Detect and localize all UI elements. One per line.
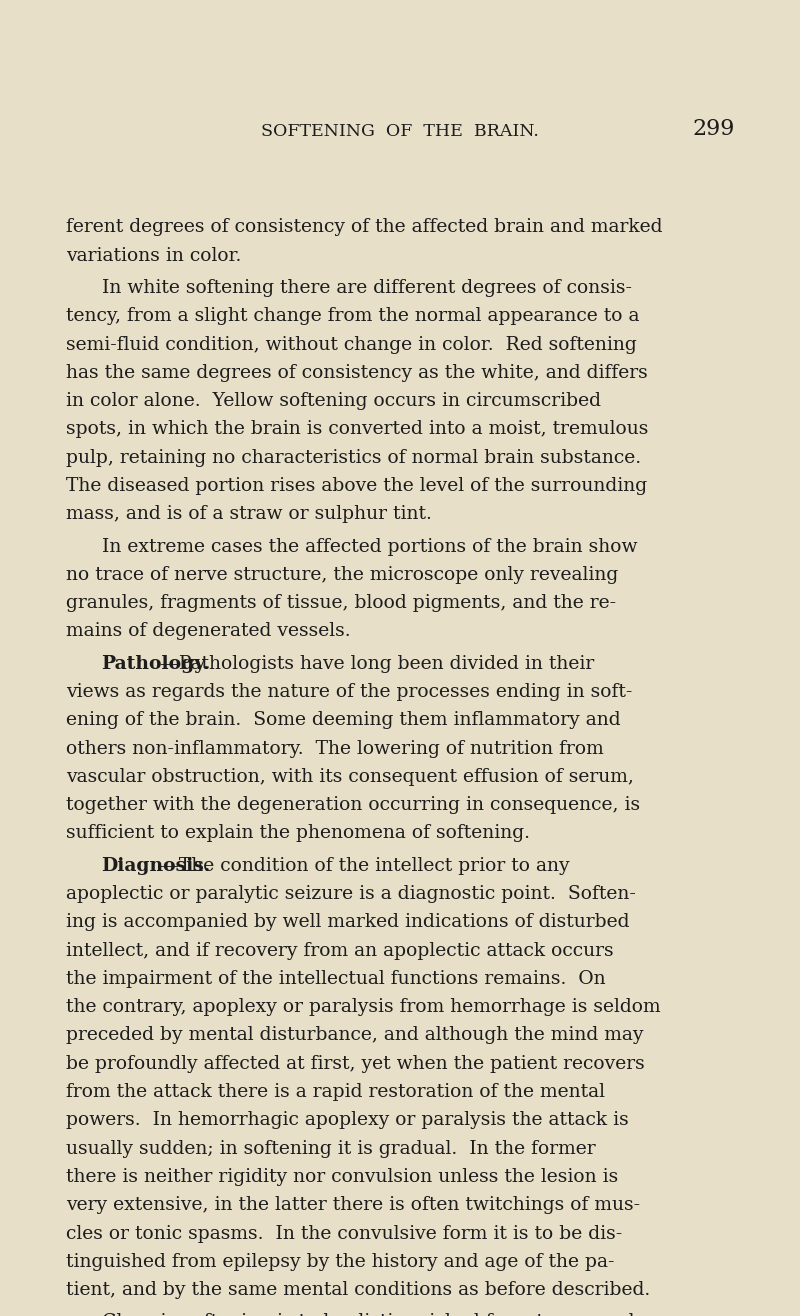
Text: be profoundly affected at first, yet when the patient recovers: be profoundly affected at first, yet whe… bbox=[66, 1054, 644, 1073]
Text: intellect, and if recovery from an apoplectic attack occurs: intellect, and if recovery from an apopl… bbox=[66, 942, 614, 959]
Text: tinguished from epilepsy by the history and age of the pa-: tinguished from epilepsy by the history … bbox=[66, 1253, 614, 1271]
Text: Chronic softening is to be distinguished from tumor and: Chronic softening is to be distinguished… bbox=[102, 1313, 634, 1316]
Text: ing is accompanied by well marked indications of disturbed: ing is accompanied by well marked indica… bbox=[66, 913, 629, 932]
Text: The diseased portion rises above the level of the surrounding: The diseased portion rises above the lev… bbox=[66, 478, 646, 495]
Text: —The condition of the intellect prior to any: —The condition of the intellect prior to… bbox=[160, 857, 570, 875]
Text: —Pathologists have long been divided in their: —Pathologists have long been divided in … bbox=[160, 655, 594, 672]
Text: pulp, retaining no characteristics of normal brain substance.: pulp, retaining no characteristics of no… bbox=[66, 449, 641, 467]
Text: SOFTENING  OF  THE  BRAIN.: SOFTENING OF THE BRAIN. bbox=[261, 124, 539, 141]
Text: cles or tonic spasms.  In the convulsive form it is to be dis-: cles or tonic spasms. In the convulsive … bbox=[66, 1224, 622, 1242]
Text: in color alone.  Yellow softening occurs in circumscribed: in color alone. Yellow softening occurs … bbox=[66, 392, 601, 411]
Text: granules, fragments of tissue, blood pigments, and the re-: granules, fragments of tissue, blood pig… bbox=[66, 595, 616, 612]
Text: there is neither rigidity nor convulsion unless the lesion is: there is neither rigidity nor convulsion… bbox=[66, 1167, 618, 1186]
Text: Pathology.: Pathology. bbox=[102, 655, 210, 672]
Text: very extensive, in the latter there is often twitchings of mus-: very extensive, in the latter there is o… bbox=[66, 1196, 640, 1215]
Text: usually sudden; in softening it is gradual.  In the former: usually sudden; in softening it is gradu… bbox=[66, 1140, 595, 1158]
Text: views as regards the nature of the processes ending in soft-: views as regards the nature of the proce… bbox=[66, 683, 632, 701]
Text: no trace of nerve structure, the microscope only revealing: no trace of nerve structure, the microsc… bbox=[66, 566, 618, 584]
Text: ferent degrees of consistency of the affected brain and marked: ferent degrees of consistency of the aff… bbox=[66, 218, 662, 237]
Text: has the same degrees of consistency as the white, and differs: has the same degrees of consistency as t… bbox=[66, 365, 647, 382]
Text: In extreme cases the affected portions of the brain show: In extreme cases the affected portions o… bbox=[102, 538, 637, 555]
Text: tency, from a slight change from the normal appearance to a: tency, from a slight change from the nor… bbox=[66, 308, 639, 325]
Text: vascular obstruction, with its consequent effusion of serum,: vascular obstruction, with its consequen… bbox=[66, 769, 634, 786]
Text: In white softening there are different degrees of consis-: In white softening there are different d… bbox=[102, 279, 632, 297]
Text: sufficient to explain the phenomena of softening.: sufficient to explain the phenomena of s… bbox=[66, 824, 530, 842]
Text: powers.  In hemorrhagic apoplexy or paralysis the attack is: powers. In hemorrhagic apoplexy or paral… bbox=[66, 1111, 628, 1129]
Text: 299: 299 bbox=[692, 118, 734, 141]
Text: together with the degeneration occurring in consequence, is: together with the degeneration occurring… bbox=[66, 796, 640, 815]
Text: mains of degenerated vessels.: mains of degenerated vessels. bbox=[66, 622, 350, 641]
Text: Diagnosis.: Diagnosis. bbox=[102, 857, 211, 875]
Text: spots, in which the brain is converted into a moist, tremulous: spots, in which the brain is converted i… bbox=[66, 421, 648, 438]
Text: apoplectic or paralytic seizure is a diagnostic point.  Soften-: apoplectic or paralytic seizure is a dia… bbox=[66, 884, 635, 903]
Text: preceded by mental disturbance, and although the mind may: preceded by mental disturbance, and alth… bbox=[66, 1026, 643, 1045]
Text: from the attack there is a rapid restoration of the mental: from the attack there is a rapid restora… bbox=[66, 1083, 605, 1101]
Text: tient, and by the same mental conditions as before described.: tient, and by the same mental conditions… bbox=[66, 1280, 650, 1299]
Text: the impairment of the intellectual functions remains.  On: the impairment of the intellectual funct… bbox=[66, 970, 606, 988]
Text: variations in color.: variations in color. bbox=[66, 247, 241, 265]
Text: mass, and is of a straw or sulphur tint.: mass, and is of a straw or sulphur tint. bbox=[66, 505, 431, 524]
Text: others non-inflammatory.  The lowering of nutrition from: others non-inflammatory. The lowering of… bbox=[66, 740, 603, 758]
Text: the contrary, apoplexy or paralysis from hemorrhage is seldom: the contrary, apoplexy or paralysis from… bbox=[66, 998, 660, 1016]
Text: semi-fluid condition, without change in color.  Red softening: semi-fluid condition, without change in … bbox=[66, 336, 636, 354]
Text: ening of the brain.  Some deeming them inflammatory and: ening of the brain. Some deeming them in… bbox=[66, 712, 620, 729]
